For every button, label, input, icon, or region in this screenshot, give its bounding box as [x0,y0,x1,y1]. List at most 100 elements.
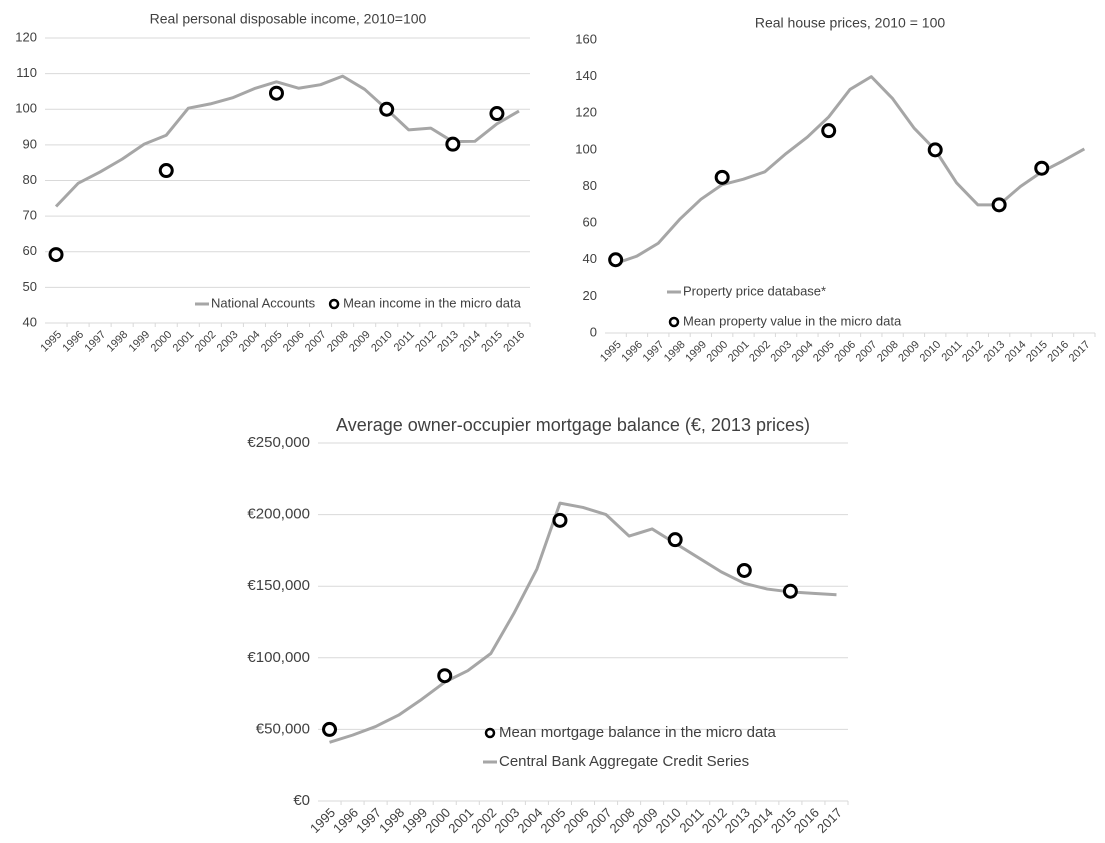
point [158,163,174,179]
y-tick-label: 100 [575,141,597,156]
x-tick-label: 2016 [791,805,822,836]
y-tick-label: 140 [575,68,597,83]
x-tick-label: 2002 [193,329,219,355]
chart-title: Real house prices, 2010 = 100 [755,15,946,31]
x-tick-label: 2006 [281,329,307,355]
x-tick-label: 2015 [479,329,505,355]
x-tick-label: 2001 [445,805,476,836]
legend-label: Property price database* [683,283,826,298]
x-tick-label: 2004 [790,339,816,365]
x-tick-label: 1995 [598,339,624,365]
x-tick-label: 2011 [939,339,964,364]
x-tick-label: 2011 [392,329,417,354]
x-tick-label: 2003 [768,339,794,365]
chart-title: Average owner-occupier mortgage balance … [336,415,810,435]
x-tick-label: 2005 [537,805,568,836]
x-tick-label: 2007 [854,339,880,365]
x-tick-label: 2008 [607,805,638,836]
x-tick-label: 2001 [171,329,197,355]
x-tick-label: 2012 [413,329,439,355]
y-tick-label: 120 [575,105,597,120]
y-tick-label: €250,000 [247,434,310,451]
legend-label: Mean mortgage balance in the micro data [499,724,776,741]
y-tick-label: 20 [583,288,597,303]
point [379,101,395,117]
legend-label: Mean income in the micro data [343,295,522,310]
point [821,123,837,139]
x-tick-label: 1995 [307,805,338,836]
x-tick-label: 2015 [768,805,799,836]
y-tick-label: €50,000 [256,720,310,737]
x-tick-label: 2010 [369,329,395,355]
legend-label: Central Bank Aggregate Credit Series [499,753,749,770]
y-tick-label: 40 [23,314,37,329]
y-tick-label: 110 [16,65,37,80]
point [714,169,730,185]
chart: Average owner-occupier mortgage balance … [247,415,849,836]
point [736,562,752,578]
point [48,247,64,263]
x-tick-label: 1997 [82,329,108,355]
x-tick-label: 1998 [105,329,131,355]
y-tick-label: 50 [23,279,37,294]
x-tick-label: 2005 [811,339,837,365]
x-tick-label: 2003 [491,805,522,836]
point [445,136,461,152]
x-tick-label: 2016 [1045,339,1071,365]
point [552,512,568,528]
x-tick-label: 2001 [726,339,752,365]
x-tick-label: 2016 [501,329,527,355]
x-tick-label: 2007 [303,329,329,355]
x-tick-label: 2002 [747,339,773,365]
x-tick-label: 2009 [896,339,922,365]
point [991,197,1007,213]
chart: Real house prices, 2010 = 100 0 20 40 60 80 10… [575,15,1096,365]
x-tick-label: 2012 [960,339,986,365]
x-tick-label: 2006 [560,805,591,836]
y-tick-label: €200,000 [247,506,310,523]
point [268,85,284,101]
x-tick-label: 1997 [641,339,667,365]
x-tick-label: 2010 [918,339,944,365]
y-tick-label: €0 [293,792,310,809]
x-tick-label: 2015 [1024,339,1050,365]
y-tick-label: 60 [583,215,597,230]
x-tick-label: 2014 [457,329,483,355]
point [608,252,624,268]
y-tick-label: 60 [23,243,37,258]
x-tick-label: 1999 [127,329,153,355]
y-tick-label: 160 [575,31,597,46]
y-tick-label: 100 [15,101,37,116]
y-tick-label: 80 [583,178,597,193]
x-tick-label: 1998 [376,805,407,836]
y-tick-label: €150,000 [247,577,310,594]
y-tick-label: 90 [23,136,37,151]
x-tick-label: 1999 [399,805,430,836]
x-tick-label: 2008 [875,339,901,365]
point [667,532,683,548]
legend-label: National Accounts [211,295,316,310]
x-tick-label: 2007 [584,805,615,836]
point [1034,160,1050,176]
point [437,668,453,684]
line [54,74,520,208]
y-tick-label: 0 [590,324,597,339]
x-tick-label: 1996 [619,339,645,365]
x-tick-label: 2005 [259,329,285,355]
chart: Real personal disposable income, 2010=10… [15,11,531,355]
x-tick-label: 2004 [514,805,545,836]
legend-label: Mean property value in the micro data [683,313,902,328]
x-tick-label: 2017 [1067,339,1093,365]
x-tick-label: 2010 [653,805,684,836]
x-tick-label: 2011 [676,805,706,835]
x-tick-label: 1995 [38,329,64,355]
y-tick-label: 120 [15,29,37,44]
x-tick-label: 2009 [630,805,661,836]
legend-swatch [484,727,496,739]
x-tick-label: 2008 [325,329,351,355]
x-tick-label: 2003 [215,329,241,355]
x-tick-label: 2009 [347,329,373,355]
legend-swatch [328,298,340,310]
x-tick-label: 1999 [683,339,709,365]
